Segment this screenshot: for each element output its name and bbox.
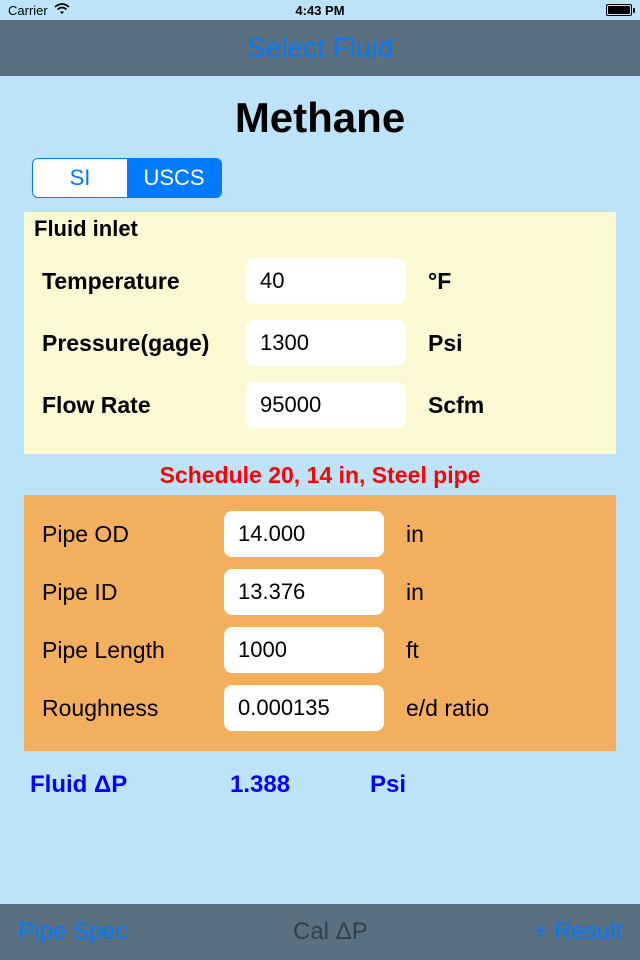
roughness-label: Roughness (42, 695, 224, 722)
status-time: 4:43 PM (295, 3, 344, 18)
pipe-id-input[interactable] (224, 569, 384, 615)
pipe-length-row: Pipe Length ft (34, 621, 606, 679)
result-value: 1.388 (230, 771, 370, 799)
fluid-inlet-label: Fluid inlet (34, 216, 606, 242)
temperature-label: Temperature (42, 268, 246, 295)
result-unit: Psi (370, 771, 406, 799)
tab-bar: Pipe Spec Cal ΔP + Result (0, 904, 640, 960)
pipe-od-label: Pipe OD (42, 521, 224, 548)
nav-bar: Select Fluid (0, 20, 640, 76)
segment-si[interactable]: SI (33, 159, 127, 197)
pipe-od-row: Pipe OD in (34, 505, 606, 563)
pipe-id-row: Pipe ID in (34, 563, 606, 621)
content: Methane SI USCS Fluid inlet Temperature … (0, 76, 640, 904)
pipe-length-label: Pipe Length (42, 637, 224, 664)
select-fluid-button[interactable]: Select Fluid (247, 32, 393, 64)
tab-cal-dp[interactable]: Cal ΔP (293, 918, 368, 946)
flow-rate-unit: Scfm (428, 392, 484, 419)
status-right (606, 4, 632, 16)
pipe-od-unit: in (406, 521, 424, 548)
battery-icon (606, 4, 632, 16)
flow-rate-input[interactable] (246, 382, 406, 428)
fluid-inlet-panel: Fluid inlet Temperature °F Pressure(gage… (24, 212, 616, 454)
pipe-length-unit: ft (406, 637, 419, 664)
wifi-icon (54, 3, 70, 18)
roughness-row: Roughness e/d ratio (34, 679, 606, 737)
result-label: Fluid ΔP (30, 771, 230, 799)
roughness-unit: e/d ratio (406, 695, 489, 722)
pipe-length-input[interactable] (224, 627, 384, 673)
pipe-id-unit: in (406, 579, 424, 606)
pressure-input[interactable] (246, 320, 406, 366)
temperature-unit: °F (428, 268, 451, 295)
result-row: Fluid ΔP 1.388 Psi (24, 751, 616, 799)
carrier-label: Carrier (8, 3, 48, 18)
flow-rate-row: Flow Rate Scfm (34, 374, 606, 436)
pressure-unit: Psi (428, 330, 463, 357)
pipe-od-input[interactable] (224, 511, 384, 557)
segment-uscs[interactable]: USCS (127, 159, 221, 197)
temperature-row: Temperature °F (34, 250, 606, 312)
tab-result[interactable]: + Result (533, 918, 622, 946)
pipe-panel: Pipe OD in Pipe ID in Pipe Length ft Rou… (24, 495, 616, 751)
roughness-input[interactable] (224, 685, 384, 731)
status-bar: Carrier 4:43 PM (0, 0, 640, 20)
pressure-label: Pressure(gage) (42, 330, 246, 357)
unit-segmented-control[interactable]: SI USCS (32, 158, 222, 198)
pressure-row: Pressure(gage) Psi (34, 312, 606, 374)
status-left: Carrier (8, 3, 70, 18)
pipe-id-label: Pipe ID (42, 579, 224, 606)
temperature-input[interactable] (246, 258, 406, 304)
tab-pipe-spec[interactable]: Pipe Spec (18, 918, 127, 946)
flow-rate-label: Flow Rate (42, 392, 246, 419)
page-title: Methane (24, 94, 616, 142)
pipe-description: Schedule 20, 14 in, Steel pipe (24, 462, 616, 489)
